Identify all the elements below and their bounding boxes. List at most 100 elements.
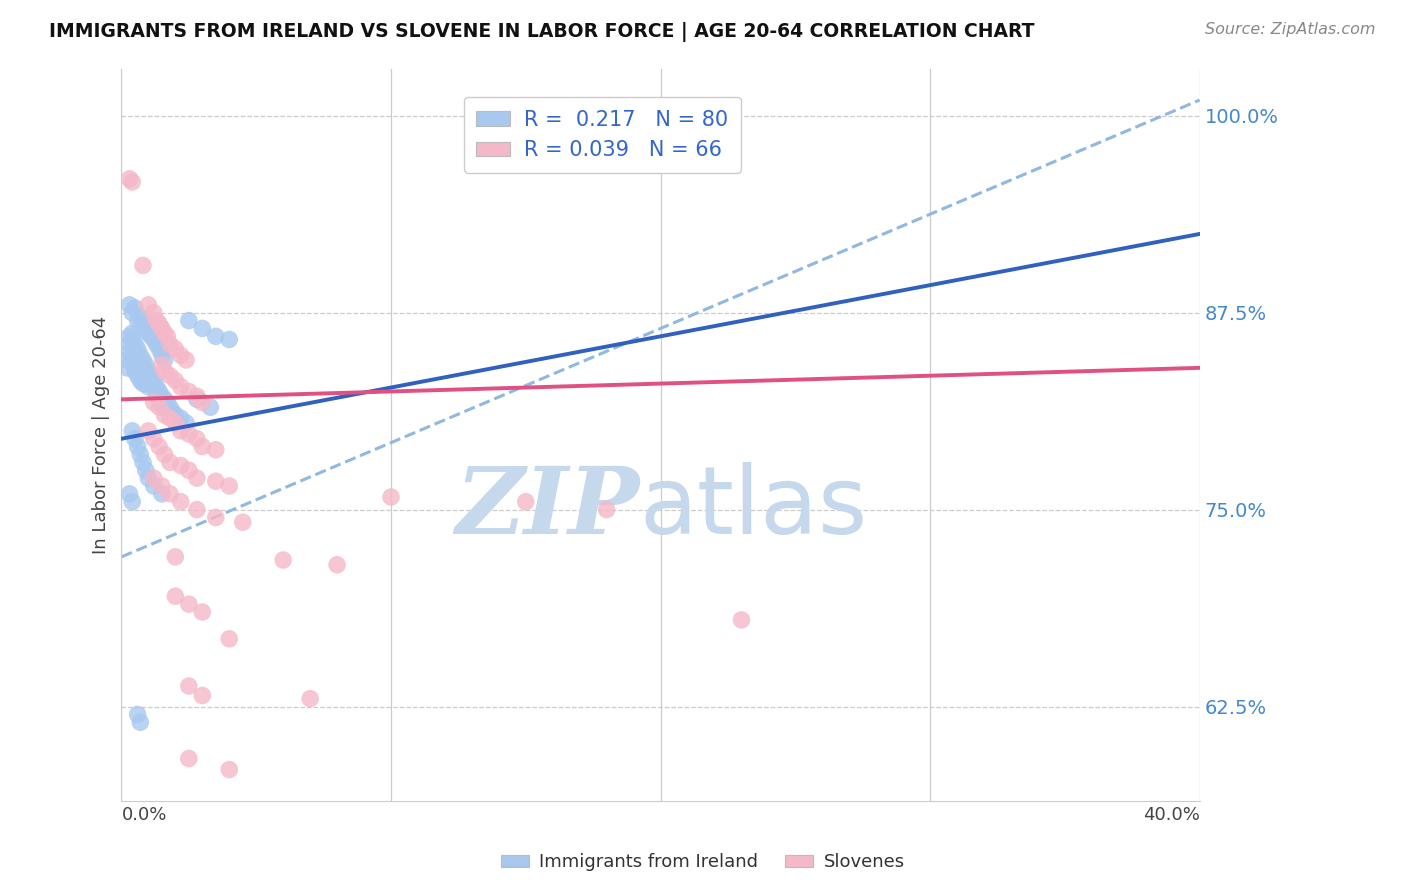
Point [135,373,157,387]
Point [138,380,160,394]
Point [153,408,176,422]
Point [142,333,165,347]
Point [121,326,143,341]
Text: 40.0%: 40.0% [1143,805,1199,824]
Point [148,392,170,407]
Point [186,392,208,407]
Point [150,399,173,413]
Point [150,348,173,362]
Point [165,408,187,422]
Point [142,306,165,320]
Point [191,440,214,454]
Point [118,298,141,312]
Point [121,494,143,508]
Point [129,373,152,387]
Point [515,494,537,508]
Point [177,597,200,611]
Point [148,342,170,356]
Point [115,360,138,375]
Point [218,479,240,493]
Point [129,310,152,325]
Point [191,395,214,409]
Point [138,326,160,341]
Point [326,558,349,572]
Point [132,368,155,383]
Point [135,317,157,331]
Point [118,337,141,351]
Point [159,411,181,425]
Point [191,689,214,703]
Point [124,432,146,446]
Text: 0.0%: 0.0% [121,805,167,824]
Point [138,424,160,438]
Y-axis label: In Labor Force | Age 20-64: In Labor Force | Age 20-64 [93,316,110,554]
Point [153,326,176,341]
Point [127,440,149,454]
Point [138,471,160,485]
Point [218,632,240,646]
Point [153,364,176,378]
Point [115,353,138,368]
Point [170,348,193,362]
Point [186,432,208,446]
Point [177,463,200,477]
Point [150,479,173,493]
Point [165,549,187,564]
Point [218,333,240,347]
Point [153,353,176,368]
Point [129,448,152,462]
Point [121,353,143,368]
Point [142,471,165,485]
Point [186,471,208,485]
Point [145,387,167,401]
Point [127,353,149,368]
Point [124,337,146,351]
Point [150,389,173,403]
Point [150,487,173,501]
Point [127,360,149,375]
Point [156,395,179,409]
Point [135,463,157,477]
Point [124,358,146,372]
Point [139,329,162,343]
Text: IMMIGRANTS FROM IRELAND VS SLOVENE IN LABOR FORCE | AGE 20-64 CORRELATION CHART: IMMIGRANTS FROM IRELAND VS SLOVENE IN LA… [49,22,1035,42]
Point [145,337,167,351]
Point [177,313,200,327]
Point [127,368,149,383]
Point [159,455,181,469]
Point [118,345,141,359]
Legend: R =  0.217   N = 80, R = 0.039   N = 66: R = 0.217 N = 80, R = 0.039 N = 66 [464,97,741,173]
Point [218,763,240,777]
Point [121,333,143,347]
Point [153,401,176,415]
Point [138,372,160,386]
Point [159,337,181,351]
Point [159,401,181,415]
Point [299,691,322,706]
Point [127,707,149,722]
Point [129,356,152,370]
Point [204,442,226,457]
Point [204,475,226,489]
Point [200,401,222,415]
Point [170,458,193,473]
Point [127,313,149,327]
Point [153,392,176,407]
Point [174,416,197,430]
Point [129,364,152,378]
Point [150,358,173,372]
Point [177,427,200,442]
Point [145,313,167,327]
Point [170,424,193,438]
Point [138,298,160,312]
Point [142,479,165,493]
Text: Source: ZipAtlas.com: Source: ZipAtlas.com [1205,22,1375,37]
Point [124,301,146,315]
Point [162,405,184,419]
Point [124,348,146,362]
Point [156,329,179,343]
Point [138,364,160,378]
Point [118,171,141,186]
Point [165,342,187,356]
Point [132,259,155,273]
